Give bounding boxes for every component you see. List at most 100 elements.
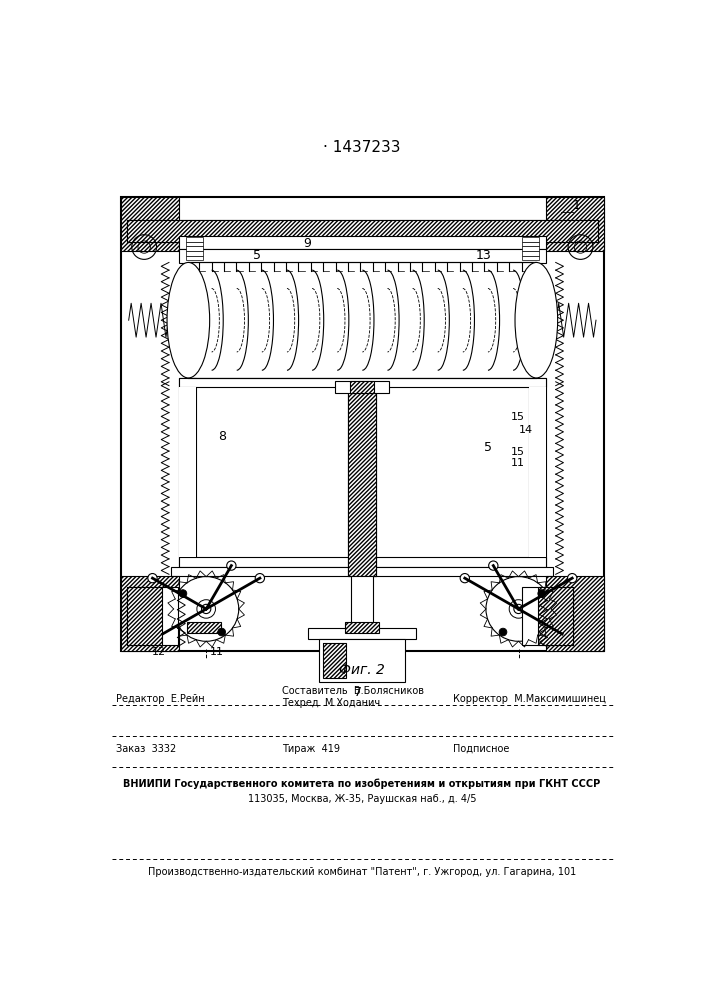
Text: Техред  М.Ходанич: Техред М.Ходанич [282,698,380,708]
Bar [186,256,203,260]
Circle shape [182,364,194,376]
Text: Заказ  3332: Заказ 3332 [115,744,176,754]
Circle shape [558,629,567,639]
Text: · 1437233: · 1437233 [323,140,401,155]
Bar [522,237,539,242]
Bar [127,587,162,645]
Ellipse shape [167,262,210,378]
Bar [320,639,404,682]
Text: 8: 8 [218,430,226,443]
Bar [522,587,573,645]
Bar [186,251,203,256]
Text: 12: 12 [152,647,166,657]
Bar [345,622,379,633]
Bar [546,576,604,651]
Bar [351,381,373,393]
Circle shape [538,590,546,597]
Bar [121,576,179,651]
Bar [179,249,546,263]
Bar [529,378,546,567]
Text: Корректор  М.Максимишинец: Корректор М.Максимишинец [452,694,606,704]
Circle shape [158,629,167,639]
Bar [171,567,554,576]
Bar [546,576,604,651]
Bar [351,576,373,628]
Text: Подписное: Подписное [452,744,509,754]
Text: 15: 15 [510,447,525,457]
Text: 5: 5 [484,441,491,454]
Bar [348,387,376,576]
Bar [323,643,346,678]
Text: ВНИИПИ Государственного комитета по изобретениям и открытиям при ГКНТ СССР: ВНИИПИ Государственного комитета по изоб… [123,778,600,789]
Bar [179,557,546,567]
Bar [348,387,376,576]
Bar [121,197,179,251]
Text: 9: 9 [303,237,311,250]
Bar [323,643,346,678]
Ellipse shape [515,262,558,378]
Bar [522,242,539,246]
Text: 11: 11 [210,647,224,657]
Bar [186,242,203,246]
Bar [538,587,573,645]
Text: 1: 1 [573,199,580,212]
Bar [179,378,196,567]
Bar [522,251,539,256]
Text: 11: 11 [510,458,525,468]
Bar [335,381,389,393]
Bar [186,237,203,242]
Bar [522,246,539,251]
Text: 7: 7 [354,686,362,699]
Circle shape [227,561,236,570]
Bar [127,220,597,242]
Text: 5: 5 [252,249,261,262]
Circle shape [201,604,211,614]
Circle shape [174,577,239,641]
Circle shape [218,628,226,636]
Text: Производственно-издательский комбинат "Патент", г. Ужгород, ул. Гагарина, 101: Производственно-издательский комбинат "П… [148,867,576,877]
Circle shape [255,574,264,583]
Bar [522,256,539,260]
Bar [121,197,179,251]
Bar [127,587,177,645]
Text: Редактор  Е.Рейн: Редактор Е.Рейн [115,694,204,704]
Bar [187,622,221,633]
Circle shape [179,590,187,597]
Text: Фиг. 2: Фиг. 2 [339,663,385,677]
Circle shape [460,574,469,583]
Circle shape [568,574,577,583]
Bar [546,197,604,251]
Bar [348,387,376,576]
Circle shape [489,561,498,570]
Bar [529,378,546,567]
Text: Тираж  419: Тираж 419 [282,744,340,754]
Circle shape [509,600,528,618]
Bar [127,220,597,242]
Bar [121,576,179,651]
Text: 13: 13 [476,249,491,262]
Circle shape [499,628,507,636]
Circle shape [148,574,157,583]
Bar [186,246,203,251]
Bar [179,378,196,567]
Bar [179,387,196,557]
Text: 14: 14 [518,425,532,435]
Bar [179,235,546,249]
Bar [127,587,162,645]
Circle shape [530,364,542,376]
Bar [179,378,546,387]
Text: 15: 15 [510,412,525,422]
Bar [127,220,597,242]
Bar [121,197,604,651]
Bar [188,262,537,378]
Bar [345,622,379,633]
Circle shape [486,577,551,641]
Bar [529,387,546,557]
Circle shape [514,604,523,614]
Text: Составитель  В.Болясников: Составитель В.Болясников [282,686,424,696]
Bar [538,587,573,645]
Bar [546,197,604,251]
Circle shape [197,600,216,618]
Bar [308,628,416,639]
Bar [187,622,221,633]
